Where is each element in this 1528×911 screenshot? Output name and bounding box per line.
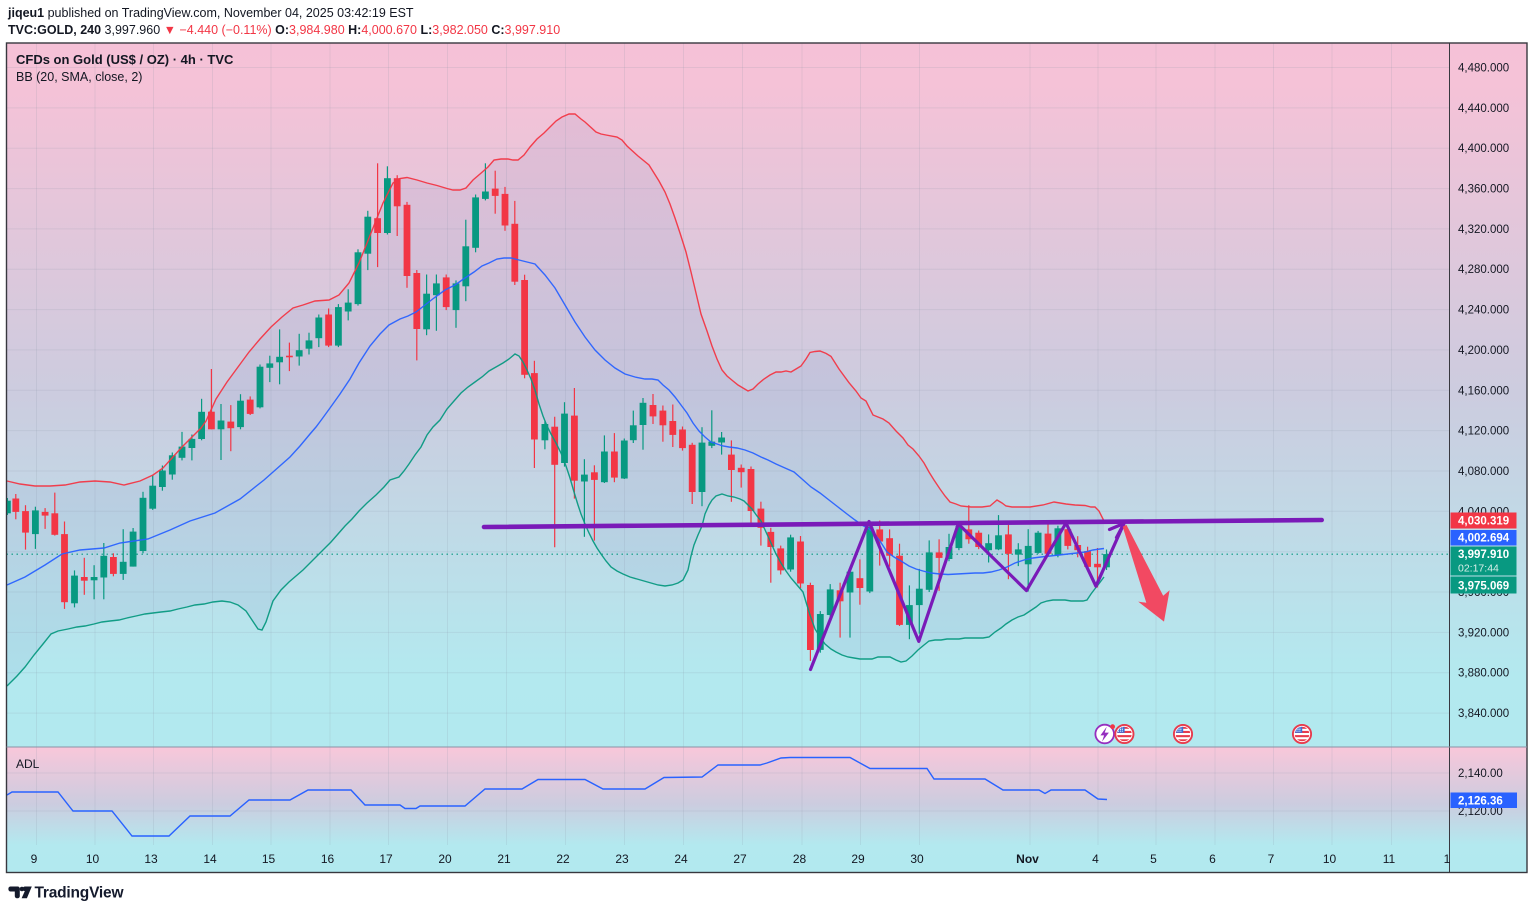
svg-text:20: 20 [438, 852, 452, 866]
svg-text:10: 10 [1323, 852, 1337, 866]
svg-text:11: 11 [1383, 852, 1396, 866]
svg-text:9: 9 [31, 852, 38, 866]
svg-text:3,975.069: 3,975.069 [1458, 581, 1509, 593]
svg-text:4: 4 [1092, 852, 1099, 866]
svg-text:4,480.000: 4,480.000 [1458, 63, 1509, 75]
svg-text:TradingView: TradingView [35, 885, 125, 902]
svg-text:28: 28 [793, 852, 807, 866]
svg-text:BB (20, SMA, close, 2): BB (20, SMA, close, 2) [16, 70, 142, 84]
svg-text:6: 6 [1209, 852, 1216, 866]
svg-text:29: 29 [851, 852, 865, 866]
svg-text:4,280.000: 4,280.000 [1458, 264, 1509, 276]
svg-text:jiqeu1 published on TradingVie: jiqeu1 published on TradingView.com, Nov… [7, 6, 414, 20]
svg-text:17: 17 [379, 852, 393, 866]
svg-text:4,240.000: 4,240.000 [1458, 305, 1509, 317]
svg-text:4,320.000: 4,320.000 [1458, 224, 1509, 236]
svg-text:2,126.36: 2,126.36 [1458, 796, 1503, 808]
svg-text:ADL: ADL [16, 757, 40, 771]
svg-text:30: 30 [910, 852, 924, 866]
svg-text:CFDs on Gold (US$ / OZ) · 4h ·: CFDs on Gold (US$ / OZ) · 4h · TVC [16, 52, 234, 67]
svg-text:TVC:GOLD, 240 3,997.960 ▼ −4.4: TVC:GOLD, 240 3,997.960 ▼ −4.440 (−0.11%… [8, 23, 560, 37]
svg-text:4,360.000: 4,360.000 [1458, 184, 1509, 196]
svg-text:10: 10 [86, 852, 100, 866]
svg-text:4,400.000: 4,400.000 [1458, 143, 1509, 155]
svg-text:15: 15 [262, 852, 276, 866]
svg-text:5: 5 [1150, 852, 1157, 866]
svg-text:13: 13 [144, 852, 158, 866]
svg-text:4,200.000: 4,200.000 [1458, 345, 1509, 357]
svg-text:27: 27 [733, 852, 747, 866]
svg-text:3,997.910: 3,997.910 [1458, 549, 1509, 561]
svg-text:3,840.000: 3,840.000 [1458, 708, 1509, 720]
svg-text:02:17:44: 02:17:44 [1458, 563, 1499, 575]
svg-text:21: 21 [497, 852, 511, 866]
svg-text:3,920.000: 3,920.000 [1458, 627, 1509, 639]
svg-text:4,030.319: 4,030.319 [1458, 516, 1509, 528]
svg-text:Nov: Nov [1016, 852, 1039, 866]
svg-text:2,140.00: 2,140.00 [1458, 768, 1503, 780]
svg-text:4,160.000: 4,160.000 [1458, 385, 1509, 397]
svg-text:16: 16 [321, 852, 335, 866]
svg-text:24: 24 [674, 852, 688, 866]
svg-text:23: 23 [615, 852, 629, 866]
svg-text:2,120.00: 2,120.00 [1458, 806, 1503, 818]
svg-text:4,002.694: 4,002.694 [1458, 533, 1510, 545]
svg-text:3,880.000: 3,880.000 [1458, 668, 1509, 680]
svg-text:4,440.000: 4,440.000 [1458, 103, 1509, 115]
svg-text:14: 14 [203, 852, 217, 866]
svg-text:22: 22 [556, 852, 570, 866]
svg-text:4,120.000: 4,120.000 [1458, 426, 1509, 438]
svg-text:1: 1 [1444, 852, 1451, 866]
svg-text:4,080.000: 4,080.000 [1458, 466, 1509, 478]
svg-text:7: 7 [1268, 852, 1275, 866]
